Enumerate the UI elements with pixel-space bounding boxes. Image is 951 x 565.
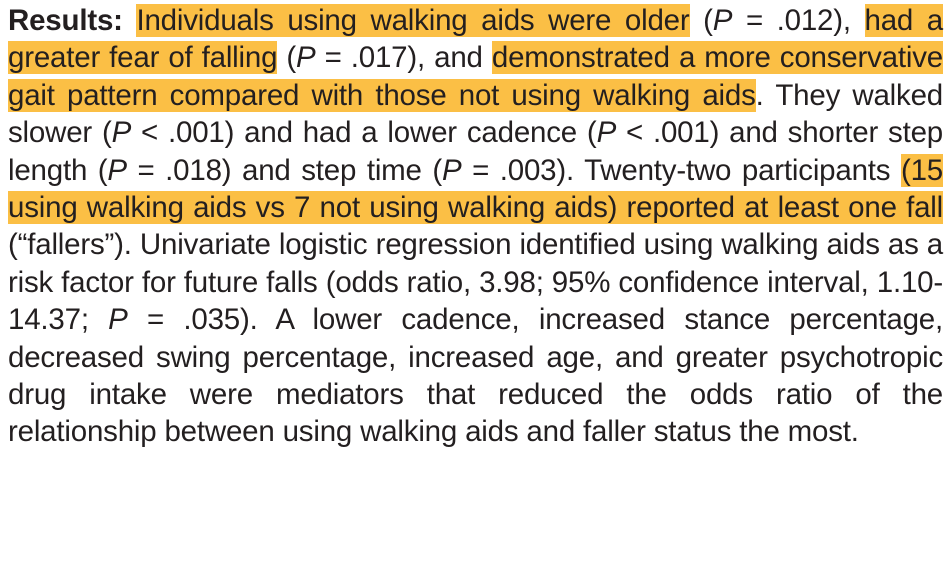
- italic-text: P: [111, 116, 132, 150]
- text-run: (: [277, 41, 297, 75]
- italic-text: P: [442, 153, 462, 187]
- italic-text: P: [596, 116, 617, 150]
- text-run: < .001) and had a lower cadence (: [131, 116, 597, 150]
- text-run: (“fallers”). Univariate logistic regress…: [8, 228, 943, 337]
- text-run: < .001) and shorter step length (: [8, 116, 943, 187]
- text-run: [123, 4, 137, 37]
- italic-text: P: [108, 303, 128, 337]
- text-run: = .035). A lower cadence, increased stan…: [8, 303, 943, 449]
- italic-text: P: [296, 41, 316, 75]
- text-run: = .018) and step time (: [126, 153, 443, 187]
- text-run: = .003). Twenty-two participants: [461, 153, 901, 187]
- text-run: = .017), and: [315, 41, 492, 75]
- abstract-paragraph: Results: Individuals using walking aids …: [8, 4, 943, 449]
- text-run: (: [689, 4, 713, 37]
- italic-text: P: [712, 4, 733, 37]
- text-run: = .012),: [732, 4, 865, 37]
- section-label: Results:: [8, 4, 123, 37]
- text-run: . They walked slower (: [8, 78, 943, 150]
- highlighted-text: Individuals using walking aids were olde…: [136, 4, 690, 37]
- italic-text: P: [107, 153, 127, 187]
